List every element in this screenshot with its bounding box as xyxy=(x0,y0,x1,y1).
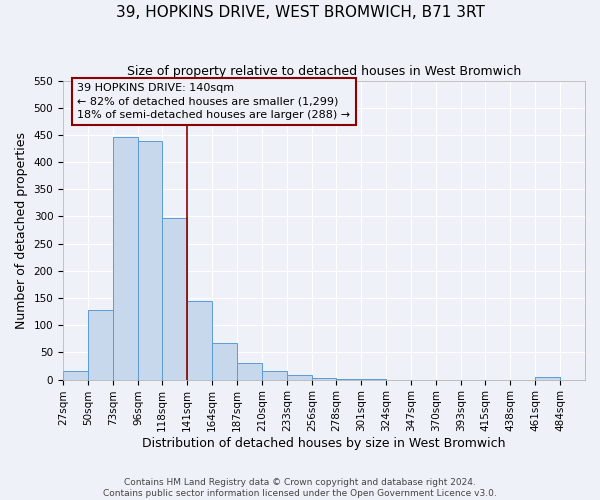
Bar xyxy=(361,379,386,380)
Text: 39, HOPKINS DRIVE, WEST BROMWICH, B71 3RT: 39, HOPKINS DRIVE, WEST BROMWICH, B71 3R… xyxy=(116,5,484,20)
Text: Contains HM Land Registry data © Crown copyright and database right 2024.
Contai: Contains HM Land Registry data © Crown c… xyxy=(103,478,497,498)
X-axis label: Distribution of detached houses by size in West Bromwich: Distribution of detached houses by size … xyxy=(142,437,506,450)
Bar xyxy=(262,372,287,380)
Bar xyxy=(535,377,560,380)
Bar xyxy=(287,375,312,380)
Bar xyxy=(237,364,262,380)
Bar xyxy=(312,378,336,380)
Title: Size of property relative to detached houses in West Bromwich: Size of property relative to detached ho… xyxy=(127,65,521,78)
Bar xyxy=(138,142,162,380)
Bar xyxy=(187,301,212,380)
Bar xyxy=(336,379,361,380)
Bar xyxy=(63,372,88,380)
Bar xyxy=(88,310,113,380)
Y-axis label: Number of detached properties: Number of detached properties xyxy=(15,132,28,328)
Bar xyxy=(162,218,187,380)
Text: 39 HOPKINS DRIVE: 140sqm
← 82% of detached houses are smaller (1,299)
18% of sem: 39 HOPKINS DRIVE: 140sqm ← 82% of detach… xyxy=(77,84,350,120)
Bar xyxy=(212,342,237,380)
Bar xyxy=(113,136,138,380)
